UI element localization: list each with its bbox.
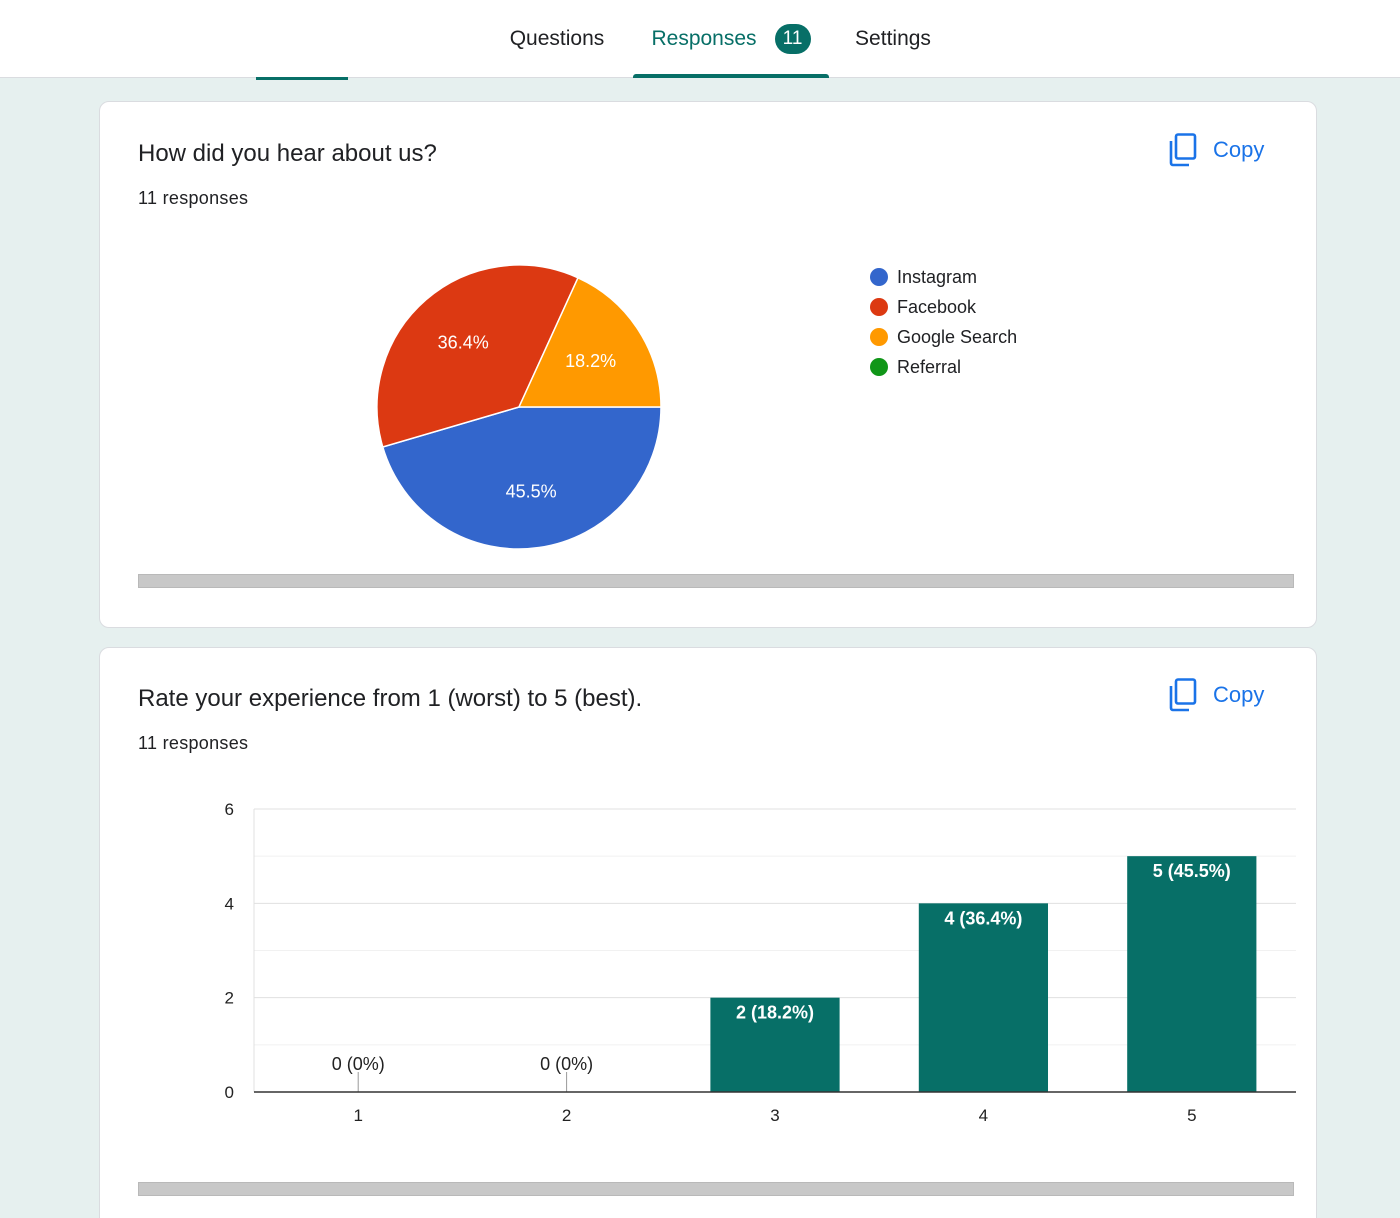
x-tick-label: 5 bbox=[1187, 1106, 1196, 1125]
question-card-hear-about: How did you hear about us? 11 responses … bbox=[99, 101, 1317, 628]
active-tab-indicator bbox=[633, 74, 829, 78]
y-tick-label: 0 bbox=[225, 1083, 234, 1102]
copy-label: Copy bbox=[1213, 137, 1265, 162]
question-card-rating: Rate your experience from 1 (worst) to 5… bbox=[99, 647, 1317, 1218]
bar-data-label: 4 (36.4%) bbox=[944, 908, 1022, 928]
tab-responses[interactable]: Responses 11 bbox=[633, 0, 829, 78]
copy-icon bbox=[1169, 678, 1197, 712]
bar-data-label: 5 (45.5%) bbox=[1153, 861, 1231, 881]
legend-swatch bbox=[870, 268, 888, 286]
bar-data-label: 0 (0%) bbox=[540, 1054, 593, 1074]
pie-legend: Instagram Facebook Google Search Referral bbox=[870, 262, 1017, 382]
pie-slice-facebook[interactable] bbox=[376, 264, 579, 448]
x-tick-label: 4 bbox=[979, 1106, 988, 1125]
y-tick-label: 6 bbox=[225, 800, 234, 819]
pie-slice-label: 18.2% bbox=[565, 351, 616, 371]
tab-settings[interactable]: Settings bbox=[838, 0, 948, 78]
tab-indicator-remnant bbox=[256, 77, 348, 80]
x-tick-label: 3 bbox=[770, 1106, 779, 1125]
responses-count-badge: 11 bbox=[774, 24, 811, 54]
bar-chart: 0 2 4 6 0 (0%) 1 0 (0%) 2 2 (18.2%) 3 4 (36.4%) 4 5 … bbox=[225, 800, 1296, 1125]
x-tick-label: 1 bbox=[353, 1106, 362, 1125]
y-tick-label: 2 bbox=[225, 989, 234, 1008]
legend-item-instagram[interactable]: Instagram bbox=[870, 262, 1017, 292]
bar-data-label: 0 (0%) bbox=[332, 1054, 385, 1074]
bar-5[interactable] bbox=[1127, 856, 1257, 1092]
legend-label: Instagram bbox=[897, 266, 978, 287]
pie-slice-label: 45.5% bbox=[506, 481, 557, 501]
pie-slice-google-search[interactable] bbox=[517, 276, 662, 408]
legend-label: Facebook bbox=[897, 296, 977, 317]
pie-slice-label: 36.4% bbox=[438, 333, 489, 353]
tab-questions-label: Questions bbox=[509, 27, 605, 50]
copy-icon bbox=[1169, 133, 1197, 167]
response-count: 11 responses bbox=[138, 733, 249, 753]
copy-chart-button[interactable]: Copy bbox=[1169, 678, 1264, 712]
question-title: Rate your experience from 1 (worst) to 5… bbox=[138, 685, 643, 712]
legend-swatch bbox=[870, 298, 888, 316]
legend-item-facebook[interactable]: Facebook bbox=[870, 292, 1017, 322]
pie-chart: 45.5% 36.4% 18.2% bbox=[376, 264, 662, 550]
legend-label: Referral bbox=[897, 356, 962, 377]
copy-label: Copy bbox=[1213, 682, 1265, 707]
tab-bar: Questions Responses 11 Settings bbox=[0, 0, 1400, 78]
tab-settings-label: Settings bbox=[855, 27, 931, 50]
tab-questions[interactable]: Questions bbox=[490, 0, 624, 78]
question-title: How did you hear about us? bbox=[138, 140, 437, 167]
top-bar: Questions Responses 11 Settings bbox=[0, 0, 1400, 78]
copy-chart-button[interactable]: Copy bbox=[1169, 133, 1264, 167]
pie-slice-instagram[interactable] bbox=[381, 406, 662, 550]
legend-item-google-search[interactable]: Google Search bbox=[870, 322, 1017, 352]
horizontal-scrollbar[interactable] bbox=[138, 574, 1294, 588]
bar-data-label: 2 (18.2%) bbox=[736, 1003, 814, 1023]
legend-label: Google Search bbox=[897, 326, 1018, 347]
horizontal-scrollbar[interactable] bbox=[138, 1182, 1294, 1196]
legend-item-referral[interactable]: Referral bbox=[870, 352, 1017, 382]
x-tick-label: 2 bbox=[562, 1106, 571, 1125]
y-tick-label: 4 bbox=[225, 894, 234, 913]
legend-swatch bbox=[870, 328, 888, 346]
response-count: 11 responses bbox=[138, 188, 249, 208]
legend-swatch bbox=[870, 358, 888, 376]
tab-responses-label: Responses bbox=[651, 27, 757, 50]
bar-3[interactable] bbox=[710, 997, 840, 1092]
bar-4[interactable] bbox=[918, 903, 1049, 1092]
